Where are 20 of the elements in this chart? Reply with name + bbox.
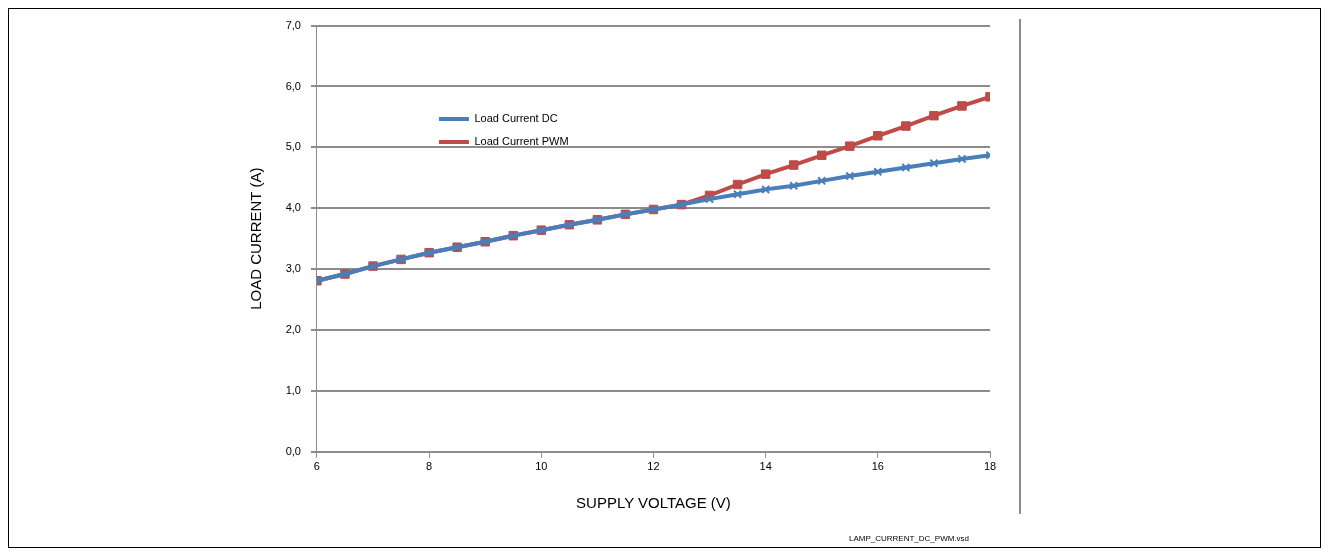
y-tick-label: 0,0 (285, 444, 301, 457)
text: LAMP_CURRENT_DC_PWM.vsd (849, 534, 970, 543)
x-tick-label: 16 (871, 460, 884, 473)
y-tick-label: 5,0 (285, 140, 301, 153)
y-tick-label: 2,0 (285, 323, 301, 336)
x-tick-label: 18 (983, 460, 997, 473)
y-tick-label: 4,0 (285, 201, 301, 214)
y-tick-label: 3,0 (285, 262, 301, 275)
x-tick-label: 10 (535, 460, 548, 473)
x-tick-label: 6 (313, 460, 320, 473)
legend-label: Load Current PWM (474, 135, 569, 148)
y-axis-title: LOAD CURRENT (A) (246, 167, 264, 310)
legend-label: Load Current DC (474, 112, 558, 125)
x-tick-label: 14 (759, 460, 772, 473)
y-tick-label: 6,0 (285, 79, 301, 92)
x-tick-label: 12 (647, 460, 660, 473)
y-tick-label: 1,0 (285, 383, 301, 396)
y-tick-label: 7,0 (285, 18, 301, 31)
x-tick-label: 8 (426, 460, 433, 473)
x-axis-title: SUPPLY VOLTAGE (V) (576, 494, 731, 512)
